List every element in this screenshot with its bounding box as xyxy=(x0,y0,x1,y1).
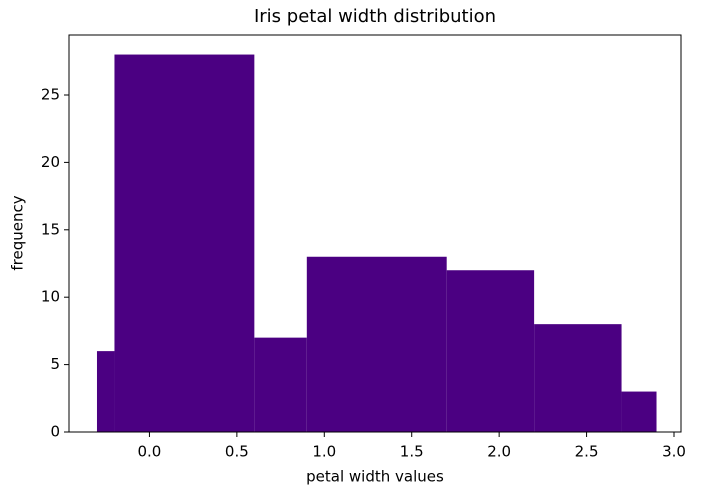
x-tick-label: 3.0 xyxy=(662,443,686,461)
y-tick-label: 25 xyxy=(41,85,60,103)
y-tick-label: 15 xyxy=(41,220,60,238)
bar xyxy=(306,256,447,432)
y-tick-label: 0 xyxy=(50,423,60,441)
y-axis-label: frequency xyxy=(9,195,27,270)
x-tick-label: 2.0 xyxy=(487,443,511,461)
bar xyxy=(114,54,255,432)
x-tick-label: 1.0 xyxy=(312,443,336,461)
x-tick-label: 1.5 xyxy=(400,443,424,461)
bar xyxy=(534,324,622,432)
x-tick-label: 2.5 xyxy=(575,443,599,461)
x-axis-label: petal width values xyxy=(306,468,444,486)
bar xyxy=(621,391,657,432)
x-tick-label: 0.5 xyxy=(225,443,249,461)
x-tick-label: 0.0 xyxy=(138,443,162,461)
plot-frame xyxy=(68,34,682,433)
bar xyxy=(446,270,535,432)
bar xyxy=(254,337,307,432)
chart-title: Iris petal width distribution xyxy=(254,6,496,27)
y-tick-label: 20 xyxy=(41,153,60,171)
y-tick-label: 10 xyxy=(41,288,60,306)
bar xyxy=(96,351,115,432)
y-tick-label: 5 xyxy=(50,355,60,373)
